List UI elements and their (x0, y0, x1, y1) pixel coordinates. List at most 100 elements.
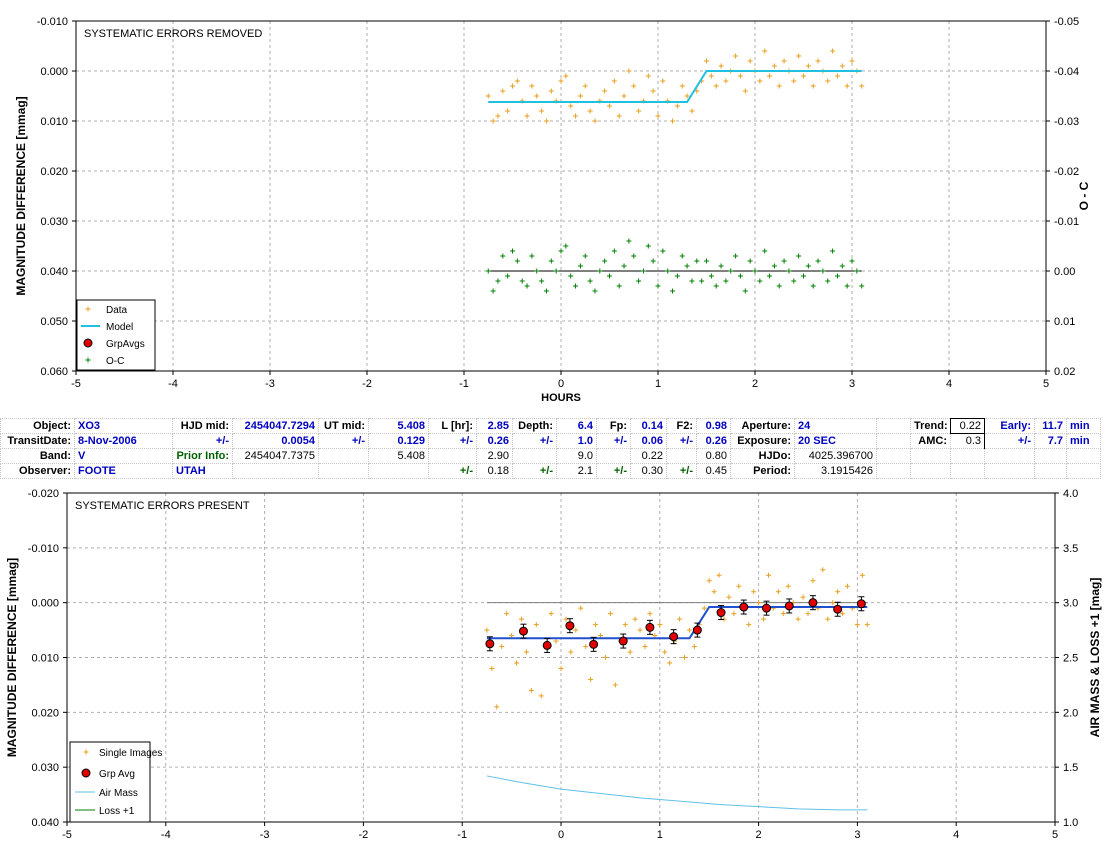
data-point (776, 83, 782, 89)
oc-point (844, 283, 850, 289)
oc-point (548, 258, 554, 264)
info-cell (1034, 463, 1067, 479)
data-point (598, 633, 604, 639)
oc-point (514, 258, 520, 264)
data-point (533, 622, 539, 628)
info-cell: 5.408 (368, 418, 429, 434)
y-tick-label: 0.010 (31, 653, 59, 665)
x-axis-label: HOURS (541, 392, 581, 404)
oc-point (704, 258, 709, 264)
data-point (514, 78, 520, 84)
info-cell: 0.80 (696, 448, 731, 464)
info-cell (368, 463, 429, 479)
oc-point (582, 253, 588, 259)
info-cell: +/- (666, 433, 697, 449)
data-point (621, 93, 627, 99)
oc-point (805, 263, 811, 269)
data-point (568, 649, 574, 655)
oc-point (640, 268, 646, 274)
x-tick-label: 5 (1043, 378, 1049, 390)
legend-airmass-label: Air Mass (99, 788, 138, 799)
data-point (689, 108, 695, 114)
data-point (518, 616, 524, 622)
y-tick-label: 0.030 (31, 762, 59, 774)
info-cell: XO3 (74, 418, 173, 434)
oc-point (839, 263, 845, 269)
info-cell: 0.26 (696, 433, 731, 449)
data-point (810, 578, 816, 584)
grpavg-point (669, 632, 679, 642)
data-point (607, 611, 613, 617)
data-point (844, 83, 850, 89)
grpavg-point (485, 639, 495, 649)
info-cell: 0.3 (950, 433, 985, 449)
oc-point (510, 248, 515, 254)
legend: Data Model GrpAvgs O-C (76, 299, 156, 371)
oc-point (815, 258, 821, 264)
data-point (825, 78, 831, 84)
oc-point (539, 278, 545, 284)
grpavg-point (565, 621, 575, 631)
data-point (514, 660, 520, 666)
data-point (751, 589, 757, 595)
oc-point (699, 278, 705, 284)
info-cell: 0.18 (476, 463, 513, 479)
data-point (652, 633, 658, 639)
plot-frame (66, 492, 1056, 823)
info-cell (950, 463, 985, 479)
data-point (563, 73, 569, 79)
info-cell: 9.0 (556, 448, 597, 464)
oc-point (762, 248, 768, 254)
oc-point (854, 268, 860, 274)
data-point (805, 63, 811, 69)
oc-point (801, 273, 806, 279)
data-point (626, 68, 632, 74)
data-point (578, 605, 584, 611)
data-point (701, 605, 707, 611)
data-point (558, 78, 564, 84)
info-cell: Depth: (512, 418, 557, 434)
data-point (500, 88, 506, 94)
data-point (494, 704, 500, 710)
grpavg-point (618, 636, 628, 646)
data-point (573, 627, 579, 633)
oc-point (733, 253, 739, 259)
data-point (667, 660, 673, 666)
data-point (775, 589, 781, 595)
data-point (839, 63, 845, 69)
data-point (611, 78, 617, 84)
y-tick-label: 0.050 (40, 316, 68, 328)
data-point (548, 88, 554, 94)
grpavg-point (833, 604, 843, 614)
info-row: TransitDate: 8-Nov-2006 +/- 0.0054 +/- 0.129 +… (0, 433, 1101, 449)
data-point (864, 622, 870, 628)
data-point (708, 73, 714, 79)
data-point (627, 649, 633, 655)
grpavg-point (518, 626, 528, 636)
data-point (495, 113, 501, 119)
data-point (684, 93, 690, 99)
oc-point (568, 273, 574, 279)
info-cell: 0.06 (630, 433, 667, 449)
data-point (849, 58, 855, 64)
y2-tick-label: -0.05 (1054, 16, 1079, 28)
info-cell (318, 448, 369, 464)
y2-tick-label: 1.0 (1063, 817, 1078, 829)
oc-point (684, 263, 690, 269)
data-point (660, 78, 666, 84)
oc-point (786, 268, 792, 274)
data-point (805, 611, 811, 617)
info-cell (876, 418, 911, 434)
x-tick-label: -3 (260, 829, 270, 841)
data-point (538, 693, 544, 699)
info-cell (232, 463, 319, 479)
top-chart: -5 -4 -3 -2 -1 0 1 2 3 4 5 -0.010 0.000 0.010 0.020 0.0… (14, 16, 1091, 404)
info-cell (984, 448, 1035, 464)
x-tick-label: 1 (655, 378, 661, 390)
data-point (761, 616, 767, 622)
y2-tick-label: -0.03 (1054, 116, 1079, 128)
info-cell: Trend: (910, 418, 951, 434)
data-point (490, 118, 496, 124)
info-cell: TransitDate: (0, 433, 75, 449)
y-tick-label: 0.030 (40, 216, 68, 228)
